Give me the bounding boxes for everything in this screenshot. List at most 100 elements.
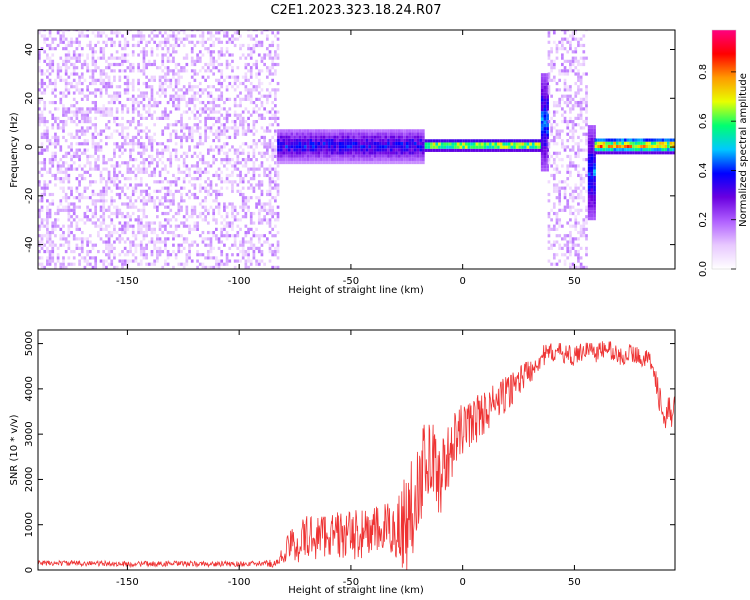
spectrogram-cell [360, 132, 363, 136]
spectrogram-cell [252, 173, 256, 178]
spectrogram-cell [174, 151, 178, 155]
spectrogram-cell [593, 194, 596, 199]
spectrogram-cell [201, 265, 205, 269]
spectrogram-cell [597, 148, 600, 152]
spectrogram-cell [510, 142, 514, 146]
spectrogram-cell [198, 253, 202, 257]
spectrogram-cell [582, 97, 586, 101]
spectrogram-cell [131, 259, 135, 263]
spectrogram-cell [193, 85, 197, 89]
spectrogram-cell [547, 158, 551, 162]
spectrogram-cell [209, 240, 213, 244]
spectrogram-cell [507, 139, 511, 143]
spectrogram-cell [174, 30, 178, 32]
spectrogram-cell [344, 141, 347, 146]
spectrogram-cell [107, 119, 111, 124]
spectrogram-cell [212, 158, 216, 162]
spectrogram-cell [408, 129, 412, 133]
spectrogram-cell [571, 211, 575, 216]
spectrogram-cell [188, 243, 191, 247]
spectrogram-cell [656, 148, 659, 152]
spectrogram-cell [341, 145, 345, 149]
spectrogram-cell [563, 234, 567, 238]
spectrogram-cell [40, 199, 44, 203]
spectrogram-cell [206, 253, 210, 257]
spectrogram-cell [249, 243, 253, 247]
spectrogram-cell [223, 205, 226, 209]
spectrogram-cell [543, 114, 547, 118]
spectrogram-cell [563, 253, 567, 257]
spectrogram-cell [121, 249, 124, 254]
spectrogram-cell [164, 243, 167, 247]
spectrogram-cell [48, 240, 52, 244]
spectrogram-cell [561, 62, 564, 67]
spectrogram-cell [365, 145, 369, 149]
spectrogram-cell [86, 253, 89, 257]
spectrogram-cell [91, 142, 95, 146]
spectrogram-cell [177, 243, 181, 247]
spectrogram-cell [249, 72, 253, 76]
spectrogram-cell [145, 50, 148, 54]
spectrogram-cell [150, 227, 154, 231]
spectrogram-cell [118, 85, 122, 89]
spectrogram-cell [91, 243, 95, 247]
spectrogram-cell [569, 34, 572, 38]
spectrogram-cell [48, 72, 52, 76]
spectrogram-cell [209, 59, 213, 63]
spectrogram-cell [225, 211, 229, 216]
spectrogram-cell [389, 157, 393, 161]
spectrogram-cell [110, 100, 114, 105]
spectrogram-cell [174, 34, 178, 38]
spectrogram-cell [395, 157, 398, 161]
spectrogram-cell [158, 88, 162, 92]
spectrogram-cell [587, 217, 591, 221]
spectrogram-cell [546, 95, 549, 99]
spectrogram-cell [193, 192, 197, 197]
spectrogram-cell [193, 240, 197, 244]
spectrogram-cell [88, 69, 92, 73]
spectrogram-cell [56, 259, 60, 263]
spectrogram-cell [317, 141, 321, 146]
spectrogram-cell [80, 142, 84, 146]
spectrogram-cell [153, 167, 157, 171]
spectrogram-cell [86, 56, 89, 60]
spectrogram-cell [352, 151, 355, 155]
spectrogram-cell [38, 119, 41, 124]
spectrogram-cell [217, 88, 221, 92]
spectrogram-cell [582, 218, 586, 222]
spectrogram-cell [624, 151, 627, 155]
spectrogram-cell [260, 31, 264, 35]
spectrogram-cell [83, 196, 87, 200]
spectrogram-cell [574, 129, 578, 133]
spectrogram-cell [180, 196, 183, 200]
spectrogram-cell [593, 185, 596, 189]
spectrogram-cell [86, 97, 89, 101]
spectrogram-cell [70, 154, 73, 159]
spectrogram-cell [62, 126, 65, 130]
spectrogram-cell [582, 167, 586, 171]
spectrogram-cell [552, 110, 556, 114]
spectrogram-cell [645, 141, 649, 145]
spectrogram-cell [126, 75, 130, 79]
colorbar-strip [712, 30, 736, 269]
spectrogram-cell [153, 34, 157, 38]
spectrogram-cell [131, 243, 135, 247]
spectrogram-cell [255, 72, 258, 76]
spectrogram-cell [110, 259, 114, 263]
spectrogram-cell [582, 34, 586, 38]
spectrogram-cell [212, 230, 216, 235]
spectrogram-cell [115, 94, 119, 98]
spectrogram-cell [257, 107, 261, 111]
spectrogram-cell [206, 75, 210, 79]
spectrogram-cell [287, 135, 291, 139]
spectrogram-cell [38, 53, 41, 57]
spectrogram-cell [51, 173, 55, 178]
spectrogram-cell [322, 135, 326, 139]
spectrogram-cell [613, 151, 616, 155]
spectrogram-cell [164, 205, 167, 209]
colorbar-ticks: 0.00.20.40.60.8 [698, 64, 736, 277]
spectrogram-cell [172, 97, 175, 101]
spectrogram-cell [43, 104, 47, 108]
spectrogram-cell [585, 221, 588, 225]
spectrogram-cell [121, 151, 124, 155]
